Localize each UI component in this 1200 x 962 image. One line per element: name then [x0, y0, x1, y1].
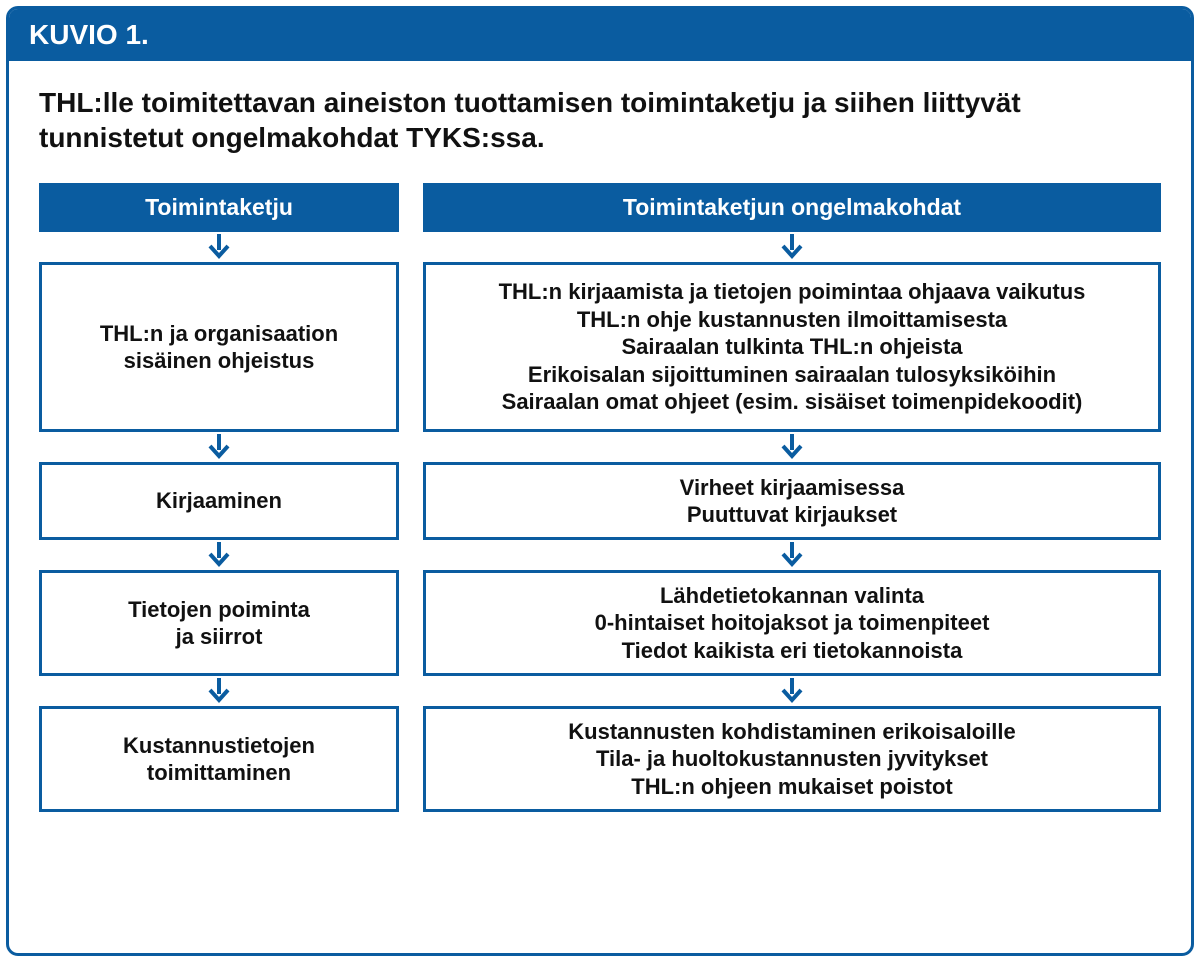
- box-line: Erikoisalan sijoittuminen sairaalan tulo…: [438, 361, 1146, 389]
- left-box-2: Kirjaaminen: [39, 462, 399, 540]
- arrow-down-icon: [39, 676, 399, 706]
- box-line: toimittaminen: [54, 759, 384, 787]
- box-line: Kirjaaminen: [54, 487, 384, 515]
- left-column: Toimintaketju THL:n ja organisaation sis…: [39, 183, 399, 812]
- figure-container: KUVIO 1. THL:lle toimitettavan aineiston…: [6, 6, 1194, 956]
- columns: Toimintaketju THL:n ja organisaation sis…: [39, 183, 1161, 812]
- figure-body: THL:lle toimitettavan aineiston tuottami…: [9, 61, 1191, 842]
- box-line: Tiedot kaikista eri tietokannoista: [438, 637, 1146, 665]
- left-column-header: Toimintaketju: [39, 183, 399, 232]
- arrow-down-icon: [423, 540, 1161, 570]
- arrow-down-icon: [423, 232, 1161, 262]
- box-line: Tietojen poiminta: [54, 596, 384, 624]
- arrow-down-icon: [423, 676, 1161, 706]
- left-box-4: Kustannustietojen toimittaminen: [39, 706, 399, 812]
- left-box-3: Tietojen poiminta ja siirrot: [39, 570, 399, 676]
- arrow-down-icon: [39, 432, 399, 462]
- right-column: Toimintaketjun ongelmakohdat THL:n kirja…: [423, 183, 1161, 812]
- arrow-down-icon: [39, 540, 399, 570]
- box-line: Lähdetietokannan valinta: [438, 582, 1146, 610]
- box-line: THL:n ja organisaation: [54, 320, 384, 348]
- right-box-3: Lähdetietokannan valinta 0-hintaiset hoi…: [423, 570, 1161, 676]
- box-line: Puuttuvat kirjaukset: [438, 501, 1146, 529]
- box-line: ja siirrot: [54, 623, 384, 651]
- figure-title: THL:lle toimitettavan aineiston tuottami…: [39, 85, 1161, 155]
- box-line: Sairaalan omat ohjeet (esim. sisäiset to…: [438, 388, 1146, 416]
- right-box-2: Virheet kirjaamisessa Puuttuvat kirjauks…: [423, 462, 1161, 540]
- box-line: Kustannustietojen: [54, 732, 384, 760]
- right-box-1: THL:n kirjaamista ja tietojen poimintaa …: [423, 262, 1161, 432]
- box-line: Tila- ja huoltokustannusten jyvitykset: [438, 745, 1146, 773]
- box-line: THL:n kirjaamista ja tietojen poimintaa …: [438, 278, 1146, 306]
- arrow-down-icon: [423, 432, 1161, 462]
- box-line: Kustannusten kohdistaminen erikoisaloill…: [438, 718, 1146, 746]
- right-column-header: Toimintaketjun ongelmakohdat: [423, 183, 1161, 232]
- right-box-4: Kustannusten kohdistaminen erikoisaloill…: [423, 706, 1161, 812]
- box-line: THL:n ohjeen mukaiset poistot: [438, 773, 1146, 801]
- arrow-down-icon: [39, 232, 399, 262]
- box-line: 0-hintaiset hoitojaksot ja toimenpiteet: [438, 609, 1146, 637]
- box-line: Virheet kirjaamisessa: [438, 474, 1146, 502]
- left-box-1: THL:n ja organisaation sisäinen ohjeistu…: [39, 262, 399, 432]
- box-line: Sairaalan tulkinta THL:n ohjeista: [438, 333, 1146, 361]
- box-line: sisäinen ohjeistus: [54, 347, 384, 375]
- figure-label: KUVIO 1.: [9, 9, 1191, 61]
- box-line: THL:n ohje kustannusten ilmoittamisesta: [438, 306, 1146, 334]
